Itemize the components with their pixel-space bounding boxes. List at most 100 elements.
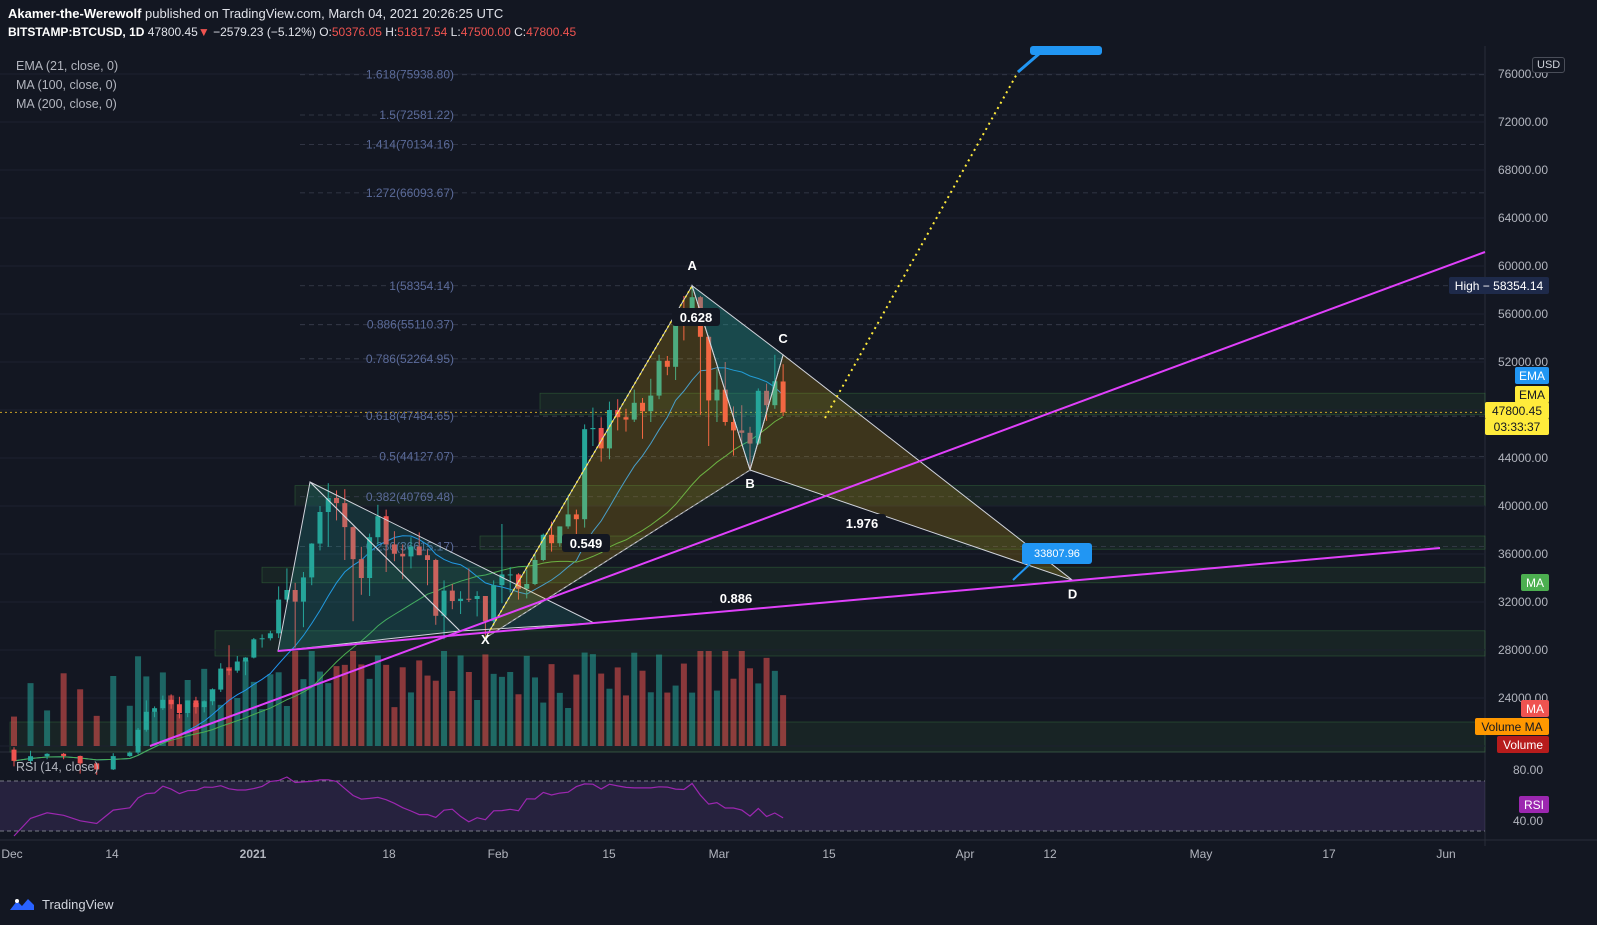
pattern-point-label: C xyxy=(778,331,788,346)
volume-bar xyxy=(449,691,456,746)
volume-bar xyxy=(680,663,687,746)
volume-bar xyxy=(374,655,381,746)
volume-bar xyxy=(664,692,671,746)
target-label: 33807.96 xyxy=(1034,548,1080,560)
price-tick-label: 60000.00 xyxy=(1498,259,1548,273)
candle-body xyxy=(325,497,331,512)
volume-bar xyxy=(697,651,704,746)
candle-body xyxy=(251,639,257,658)
pattern-point-label: B xyxy=(745,476,754,491)
volume-bar xyxy=(689,692,696,746)
price-change: −2579.23 (−5.12%) xyxy=(213,25,316,39)
volume-bar xyxy=(490,673,497,746)
volume-bar xyxy=(399,667,406,746)
volume-bar xyxy=(573,674,580,746)
candle-body xyxy=(28,756,34,761)
time-tick-label: Jun xyxy=(1436,847,1455,861)
candle-body xyxy=(739,430,745,433)
rsi-tick-label: 40.00 xyxy=(1513,814,1543,828)
footer-brand[interactable]: TradingView xyxy=(8,896,114,912)
candle-body xyxy=(317,512,323,544)
candle-body xyxy=(474,596,480,599)
volume-bar xyxy=(110,676,117,746)
candle-body xyxy=(135,729,141,753)
open-value: 50376.05 xyxy=(331,25,382,39)
ema2-badge: EMA xyxy=(1519,388,1545,402)
volume-bar xyxy=(316,671,323,746)
ma200-legend[interactable]: MA (200, close, 0) xyxy=(16,97,117,111)
candle-body xyxy=(400,553,406,557)
volume-bar xyxy=(622,695,629,746)
volume-bar xyxy=(226,667,233,746)
high-price-badge-bg xyxy=(1449,277,1549,294)
volume-bar xyxy=(11,716,17,746)
volume-bar xyxy=(424,675,431,746)
volume-bar xyxy=(565,708,572,746)
candle-body xyxy=(11,749,17,761)
tradingview-logo-icon xyxy=(10,899,34,910)
candle-body xyxy=(259,638,265,640)
candle-body xyxy=(565,514,571,527)
candle-body xyxy=(358,559,364,578)
close-label: C: xyxy=(514,25,527,39)
fib-level-label: 1.414(70134.16) xyxy=(366,137,454,151)
price-tick-label: 52000.00 xyxy=(1498,355,1548,369)
candle-body xyxy=(234,661,240,671)
candle-body xyxy=(780,381,786,413)
close-value: 47800.45 xyxy=(526,25,577,39)
candle-body xyxy=(449,590,455,602)
time-tick-label: 2021 xyxy=(240,847,267,861)
candle-body xyxy=(764,390,770,406)
volume-bar xyxy=(292,651,299,746)
volume-bar xyxy=(391,707,398,746)
rsi-tick-label: 80.00 xyxy=(1513,763,1543,777)
price-tick-label: 36000.00 xyxy=(1498,547,1548,561)
rsi-legend[interactable]: RSI (14, close) xyxy=(16,760,99,774)
volume-bar xyxy=(151,711,158,746)
symbol-label[interactable]: BITSTAMP:BTCUSD, 1D xyxy=(8,25,145,39)
price-tick-label: 68000.00 xyxy=(1498,163,1548,177)
ratio-label-bg xyxy=(562,534,610,552)
ema-line xyxy=(13,367,784,762)
volume-bar xyxy=(540,702,547,746)
volume-bar xyxy=(763,657,770,746)
candle-body xyxy=(549,534,555,544)
candle-body xyxy=(507,574,513,576)
price-tick-label: 56000.00 xyxy=(1498,307,1548,321)
ma100-line xyxy=(13,416,784,762)
brand-name: TradingView xyxy=(42,896,114,912)
candle-body xyxy=(44,753,50,757)
volume-bar xyxy=(168,695,175,746)
volume-bar xyxy=(747,668,754,746)
last-price-badge: 47800.45 xyxy=(1492,404,1542,418)
currency-label[interactable]: USD xyxy=(1532,57,1566,73)
volume-bar xyxy=(598,673,605,746)
candle-body xyxy=(391,544,397,554)
time-tick-label: 12 xyxy=(1043,847,1057,861)
ratio-label: 1.976 xyxy=(846,516,879,531)
candle-body xyxy=(458,598,464,602)
ema-legend[interactable]: EMA (21, close, 0) xyxy=(16,59,119,73)
volume-bar xyxy=(515,694,522,746)
fib-level-label: 1.5(72581.22) xyxy=(379,108,454,122)
candle-body xyxy=(209,689,215,702)
author-name[interactable]: Akamer-the-Werewolf xyxy=(8,6,142,21)
candle-body xyxy=(292,590,298,602)
candle-body xyxy=(375,516,381,538)
candle-body xyxy=(193,700,199,708)
candle-body xyxy=(367,537,373,578)
ema-badge: EMA xyxy=(1519,369,1545,383)
candle-body xyxy=(433,560,439,616)
candle-body xyxy=(160,699,166,709)
volume-bar xyxy=(589,654,596,746)
candle-body xyxy=(334,497,340,504)
candle-body xyxy=(408,546,414,557)
volume-bar xyxy=(77,689,84,746)
price-chart[interactable]: 76000.0072000.0068000.0064000.0060000.00… xyxy=(0,46,1597,925)
last-price-badge-bg xyxy=(1485,402,1549,419)
candle-body xyxy=(656,360,662,396)
time-tick-label: Apr xyxy=(956,847,975,861)
candle-body xyxy=(276,599,282,634)
ma100-legend[interactable]: MA (100, close, 0) xyxy=(16,78,117,92)
candle-body xyxy=(226,668,232,671)
